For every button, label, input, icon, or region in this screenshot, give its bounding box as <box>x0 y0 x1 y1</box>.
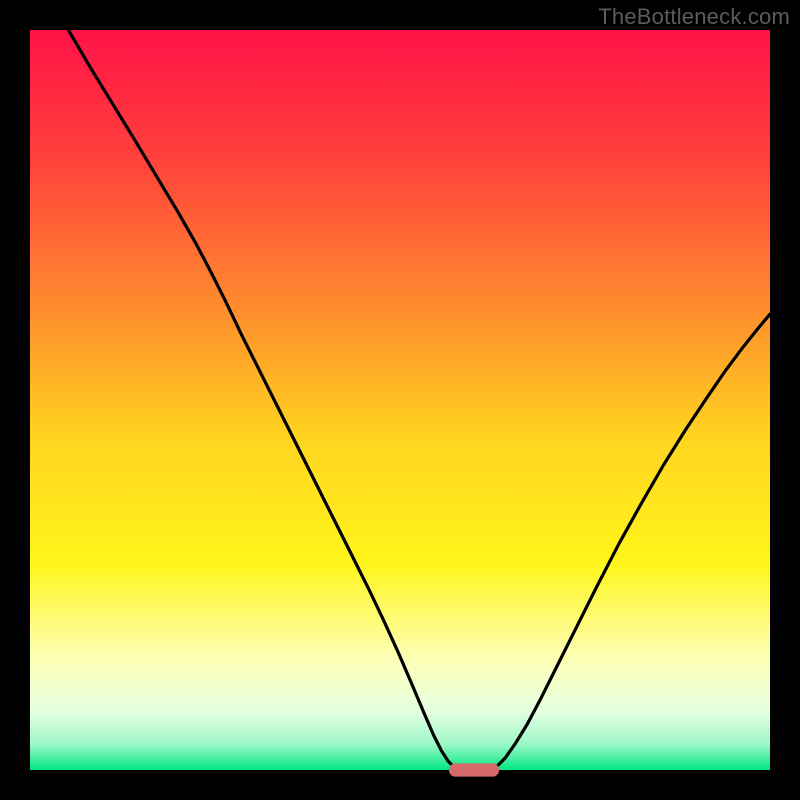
watermark-text: TheBottleneck.com <box>598 4 790 30</box>
chart-frame: TheBottleneck.com <box>0 0 800 800</box>
bottleneck-curve-chart <box>0 0 800 800</box>
optimal-marker <box>449 763 499 776</box>
